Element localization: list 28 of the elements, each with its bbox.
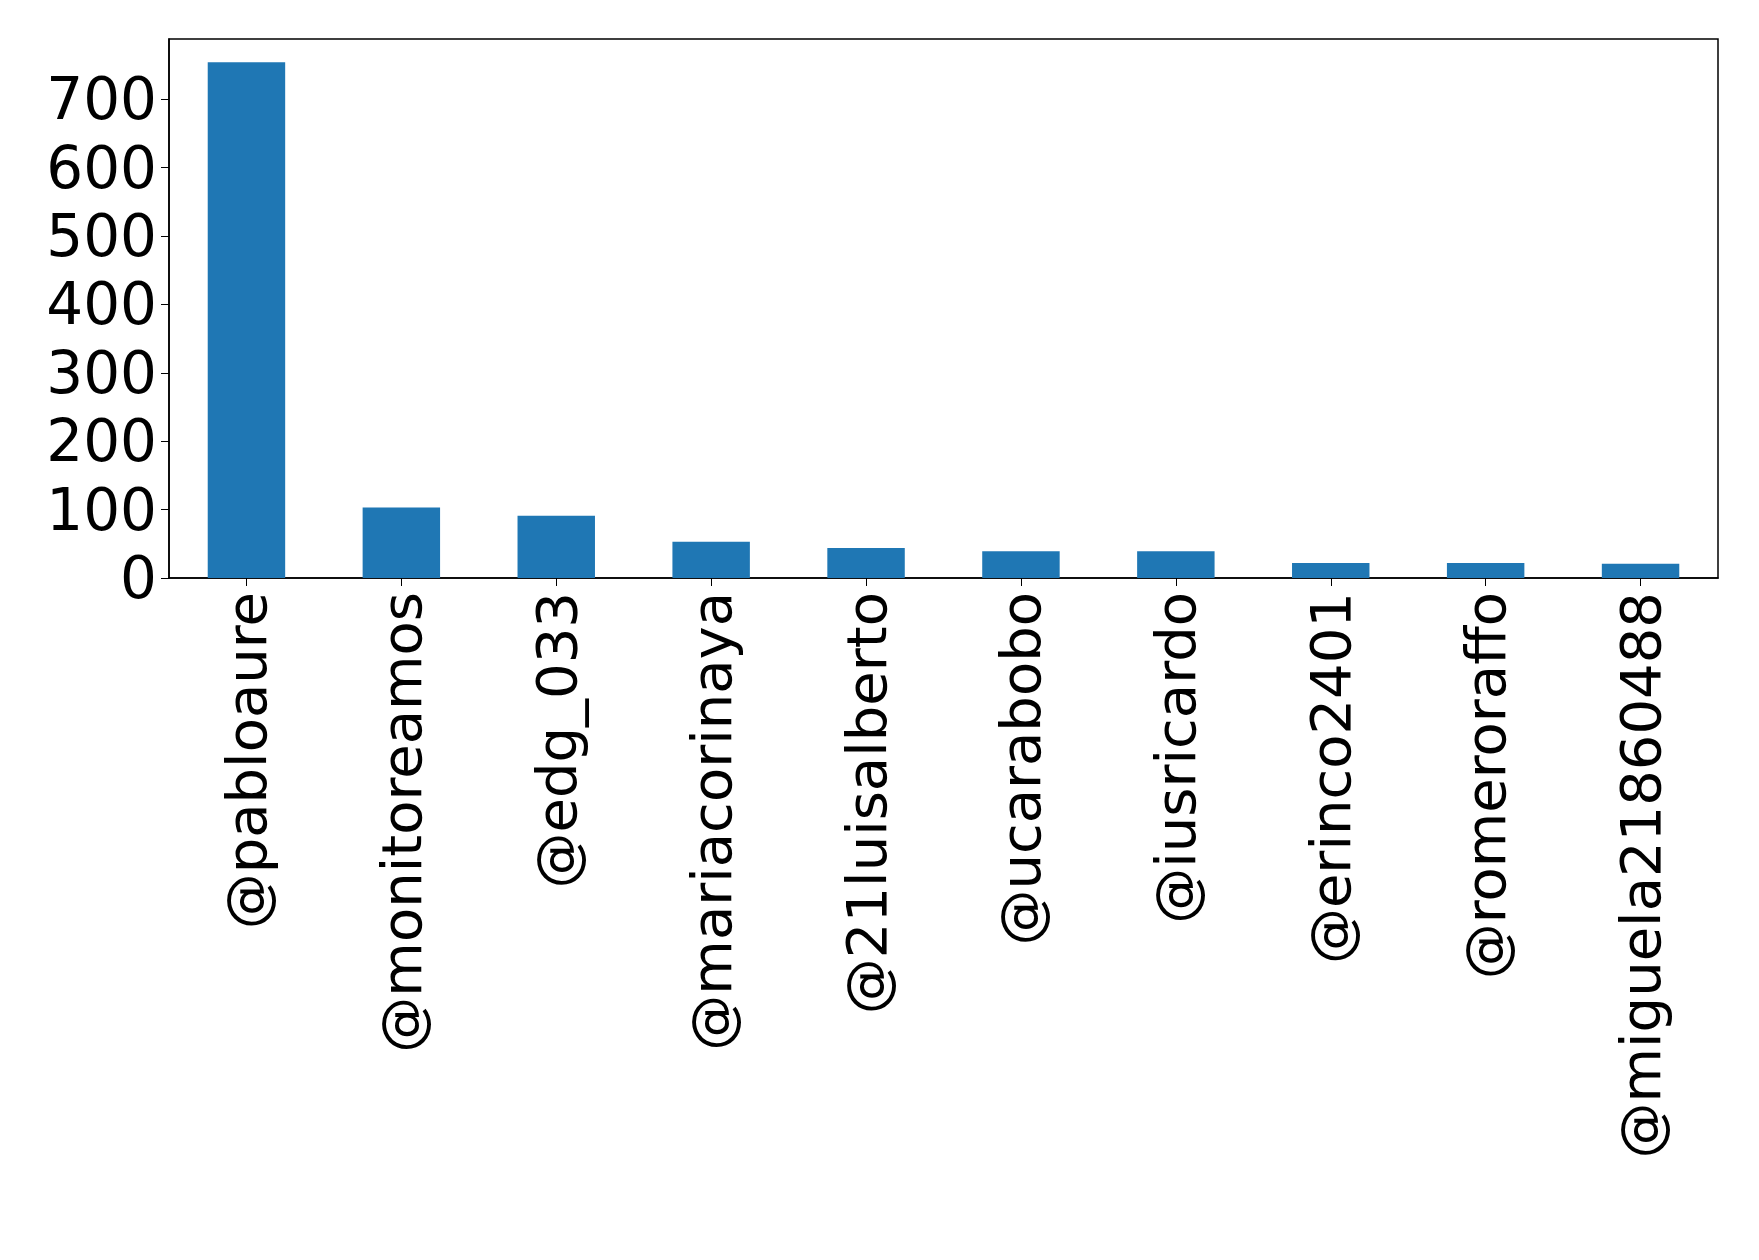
x-tick-label: @monitoreamos: [368, 592, 434, 1053]
x-tick-label: @erinco2401: [1298, 592, 1364, 965]
x-tick-label: @ucarabobo: [988, 592, 1054, 946]
bar: [362, 507, 441, 578]
x-tick-label: @mariacorinaya: [678, 592, 744, 1051]
x-tick-label: @pabloaure: [213, 592, 279, 930]
y-tick-label: 200: [46, 407, 157, 476]
y-tick-label: 100: [46, 475, 157, 544]
bar: [517, 515, 595, 578]
x-tick-label: @edg_033: [523, 592, 589, 889]
bar: [1137, 551, 1215, 578]
y-tick-label: 600: [46, 133, 157, 202]
y-tick-label: 0: [120, 544, 157, 612]
x-tick-label: @21luisalberto: [833, 592, 899, 1015]
bar: [672, 541, 750, 578]
x-tick-label: @miguela21860488: [1608, 592, 1674, 1159]
y-tick-label: 700: [46, 65, 157, 134]
bar: [827, 547, 905, 578]
bar: [982, 551, 1060, 578]
x-tick-label: @iusricardo: [1143, 592, 1209, 924]
y-tick-label: 500: [46, 201, 157, 270]
y-tick-label: 300: [46, 338, 157, 407]
bar: [1446, 562, 1525, 578]
bar: [207, 62, 286, 578]
y-tick-label: 400: [46, 270, 157, 339]
bar: [1601, 563, 1680, 578]
x-tick-label: @romeroraffo: [1453, 592, 1519, 980]
bar: [1292, 562, 1370, 578]
